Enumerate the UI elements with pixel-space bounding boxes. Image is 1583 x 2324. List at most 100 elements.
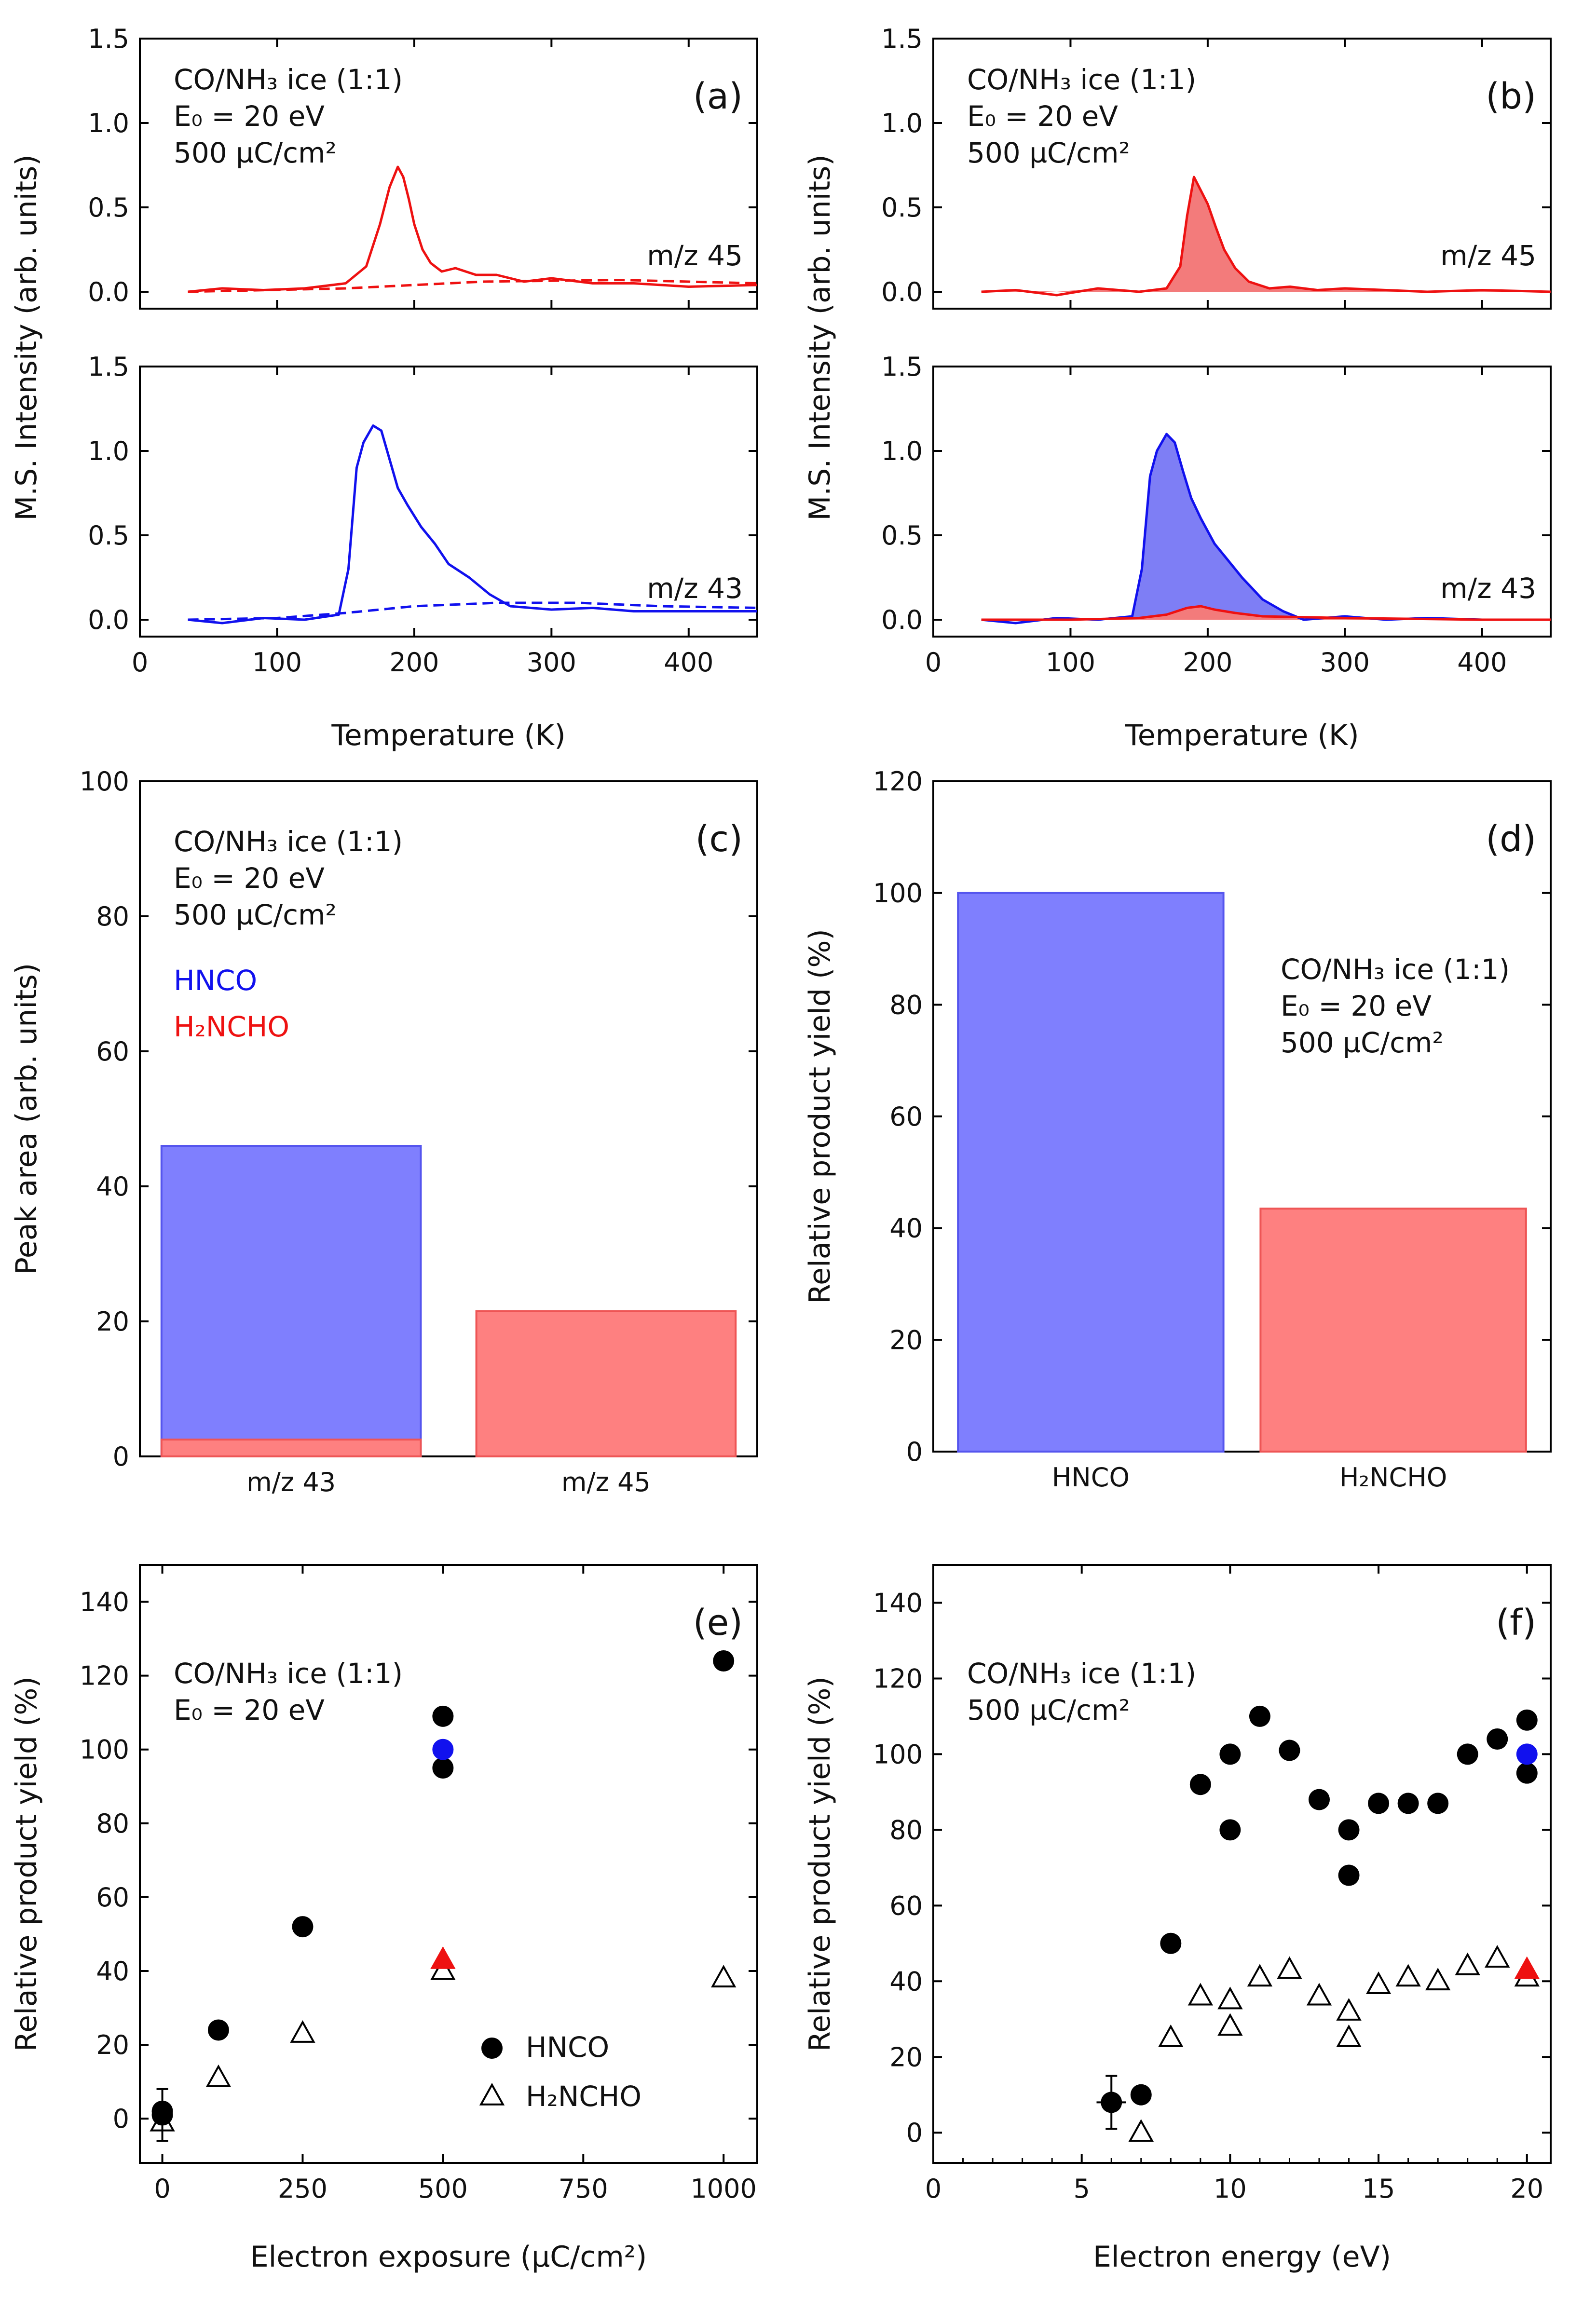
y-tick-label: 80 xyxy=(96,1808,129,1839)
y-tick-label: 40 xyxy=(889,1966,923,1997)
y-tick-label: 20 xyxy=(889,2042,923,2072)
point-H2NCHO xyxy=(1187,1983,1214,2006)
point-H2NCHO xyxy=(710,1965,737,1988)
x-category-label: HNCO xyxy=(1052,1462,1130,1493)
annotation-line: 500 µC/cm² xyxy=(174,136,337,169)
x-tick-label: 100 xyxy=(252,647,302,678)
panel-f: 0 20 40 60 80 100 120 140 0 5 10 15 20 CO/NH₃ ice (1:… xyxy=(803,1564,1552,2274)
y-tick-label: 0.0 xyxy=(88,605,129,635)
y-tick-label: 40 xyxy=(96,1956,129,1986)
y-tick-label: 20 xyxy=(96,1306,129,1337)
x-axis-label: Electron exposure (µC/cm²) xyxy=(250,2240,647,2274)
point-HNCO xyxy=(1249,1705,1270,1727)
series-line-m-z-45 xyxy=(188,165,758,293)
plot-frame xyxy=(139,780,758,1457)
y-tick-label: 140 xyxy=(80,1587,129,1617)
annotation-line: CO/NH₃ ice (1:1) xyxy=(174,63,403,96)
mz-label: m/z 45 xyxy=(1440,239,1536,272)
y-tick-label: 60 xyxy=(889,1890,923,1921)
point-HNCO xyxy=(1516,1709,1538,1731)
x-tick-label: 750 xyxy=(559,2174,608,2204)
point-H2NCHO xyxy=(290,2020,315,2043)
y-axis-label: Relative product yield (%) xyxy=(10,1676,43,2052)
annotation-line: CO/NH₃ ice (1:1) xyxy=(967,63,1196,96)
point-HNCO xyxy=(432,1705,454,1727)
y-tick-label: 1.0 xyxy=(881,436,923,466)
panel-label: (b) xyxy=(1486,76,1536,117)
y-axis-label: M.S. Intensity (arb. units) xyxy=(803,154,837,520)
y-tick-label: 0.5 xyxy=(88,192,129,223)
y-tick-label: 0.5 xyxy=(881,520,923,551)
y-tick-label: 0 xyxy=(113,2104,129,2134)
plot-frame xyxy=(139,38,758,310)
mz-label: m/z 43 xyxy=(647,572,743,605)
y-tick-label: 1.0 xyxy=(88,436,129,466)
point-H2NCHO xyxy=(1365,1971,1392,1994)
legend-entry: HNCO xyxy=(174,964,257,997)
y-tick-label: 0.0 xyxy=(88,277,129,307)
y-tick-label: 0.5 xyxy=(881,192,923,223)
y-tick-label: 1.5 xyxy=(881,24,923,54)
bar-m-z-43-H-NCHO xyxy=(160,1439,422,1457)
bar-m-z-43-HNCO xyxy=(160,1145,422,1457)
point-H2NCHO xyxy=(205,2064,232,2087)
point-H2NCHO xyxy=(1336,2024,1362,2047)
point-HNCO xyxy=(1427,1793,1449,1814)
x-category-label: H₂NCHO xyxy=(1339,1462,1447,1493)
point-H2NCHO xyxy=(1217,1986,1243,2010)
point-H2NCHO-reference xyxy=(430,1946,456,1969)
y-tick-label: 20 xyxy=(96,2030,129,2060)
y-tick-label: 80 xyxy=(96,901,129,932)
y-tick-label: 1.5 xyxy=(88,24,129,54)
y-tick-label: 0 xyxy=(906,1437,923,1467)
series-line-H2NCHO-contribution xyxy=(981,605,1551,621)
x-tick-label: 400 xyxy=(664,647,713,678)
bar-m-z-45-H-NCHO xyxy=(475,1310,737,1457)
annotation-line: 500 µC/cm² xyxy=(967,1694,1130,1726)
y-tick-label: 120 xyxy=(873,1663,923,1694)
point-HNCO xyxy=(713,1650,735,1672)
x-tick-label: 100 xyxy=(1046,647,1095,678)
panel-b: 0.0 0.5 1.0 1.5 m/z 45 CO/NH₃ ice (1:1) E₀ = 2… xyxy=(803,24,1552,752)
y-tick-label: 60 xyxy=(96,1036,129,1067)
bar-H-NCHO xyxy=(1259,1208,1527,1453)
x-tick-label: 0 xyxy=(132,647,148,678)
point-HNCO xyxy=(1487,1728,1508,1750)
point-H2NCHO xyxy=(1485,1945,1510,1968)
annotation-line: E₀ = 20 eV xyxy=(1281,990,1432,1022)
y-tick-label: 0.0 xyxy=(881,277,923,307)
y-tick-label: 0 xyxy=(113,1441,129,1472)
point-HNCO xyxy=(1338,1864,1360,1886)
point-H2NCHO xyxy=(1217,2013,1243,2036)
legend-label-H2NCHO: H₂NCHO xyxy=(526,2080,641,2113)
y-tick-label: 1.5 xyxy=(881,352,923,382)
x-tick-label: 20 xyxy=(1510,2174,1543,2204)
y-tick-label: 80 xyxy=(889,1815,923,1845)
annotation-line: 500 µC/cm² xyxy=(967,136,1130,169)
point-HNCO xyxy=(1130,2084,1152,2106)
y-tick-label: 100 xyxy=(873,878,923,909)
point-HNCO xyxy=(1160,1932,1182,1954)
point-H2NCHO xyxy=(1277,1956,1302,1979)
point-H2NCHO-reference xyxy=(1514,1956,1540,1979)
x-tick-label: 200 xyxy=(389,647,439,678)
legend-label-HNCO: HNCO xyxy=(526,2031,609,2064)
point-HNCO xyxy=(1368,1793,1390,1814)
y-axis-label: Peak area (arb. units) xyxy=(10,963,43,1275)
point-H2NCHO xyxy=(1247,1964,1273,1987)
series-line-m-z-43 xyxy=(188,424,757,625)
point-HNCO xyxy=(1219,1819,1241,1841)
point-HNCO-reference xyxy=(1516,1743,1538,1765)
y-tick-label: 100 xyxy=(80,1735,129,1765)
point-HNCO xyxy=(1338,1819,1360,1841)
plot-frame xyxy=(932,366,1552,638)
point-HNCO xyxy=(1279,1740,1300,1761)
x-tick-label: 5 xyxy=(1074,2174,1090,2204)
legend-entry: H₂NCHO xyxy=(174,1010,289,1043)
point-H2NCHO xyxy=(1158,2024,1184,2047)
x-axis-label: Temperature (K) xyxy=(331,719,565,752)
point-H2NCHO xyxy=(430,1957,456,1980)
point-HNCO xyxy=(207,2019,229,2041)
y-tick-label: 100 xyxy=(80,766,129,797)
